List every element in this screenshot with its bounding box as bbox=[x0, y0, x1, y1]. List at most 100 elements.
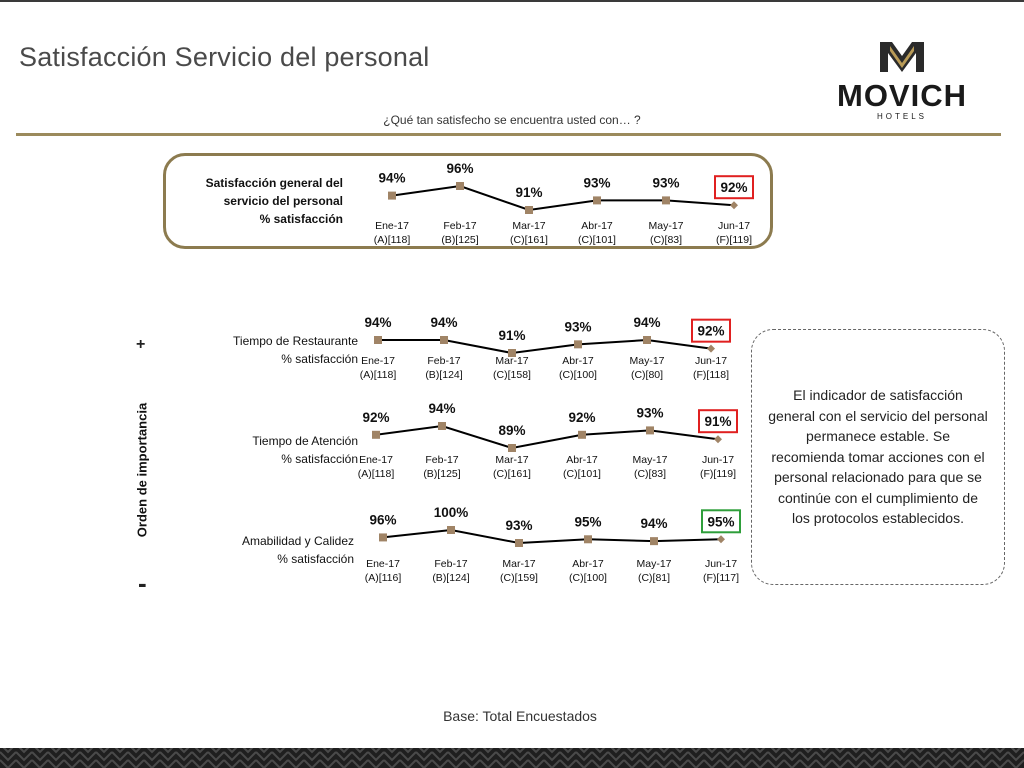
x-tick-base: (F)[117] bbox=[703, 572, 739, 584]
x-tick-base: (C)[83] bbox=[650, 234, 682, 246]
x-tick-label: Mar-17 bbox=[495, 454, 528, 466]
data-point-marker bbox=[456, 182, 464, 190]
series-line bbox=[375, 424, 719, 450]
x-tick-label: Abr-17 bbox=[581, 220, 613, 232]
x-tick-base: (C)[161] bbox=[493, 468, 531, 480]
data-point-marker bbox=[515, 539, 523, 547]
value-label: 92% bbox=[568, 410, 595, 425]
value-label: 94% bbox=[430, 315, 457, 330]
x-tick-base: (F)[119] bbox=[716, 234, 752, 246]
x-tick-base: (C)[158] bbox=[493, 369, 531, 381]
value-label: 89% bbox=[498, 423, 525, 438]
base-note: Base: Total Encuestados bbox=[443, 708, 597, 724]
data-point-marker bbox=[662, 196, 670, 205]
data-point-marker bbox=[707, 344, 715, 353]
value-label: 94% bbox=[378, 171, 405, 186]
note-box: El indicador de satisfacción general con… bbox=[751, 329, 1005, 585]
value-label: 94% bbox=[428, 401, 455, 416]
note-text: El indicador de satisfacción general con… bbox=[768, 387, 988, 527]
x-tick-label: Mar-17 bbox=[495, 355, 528, 367]
row-label-line: Satisfacción general del bbox=[205, 176, 343, 190]
x-tick-base: (A)[118] bbox=[374, 234, 411, 246]
row-label-line: % satisfacción bbox=[277, 552, 354, 566]
value-label: 91% bbox=[515, 185, 542, 200]
x-tick-base: (A)[118] bbox=[358, 468, 395, 480]
row-label-general: Satisfacción general del servicio del pe… bbox=[173, 174, 343, 228]
value-label: 96% bbox=[369, 512, 396, 527]
row-label-line: servicio del personal bbox=[223, 194, 343, 208]
value-label: 93% bbox=[652, 175, 679, 190]
highlight-box bbox=[714, 175, 754, 200]
x-tick-base: (F)[119] bbox=[700, 468, 736, 480]
x-tick-base: (C)[100] bbox=[569, 572, 607, 584]
x-tick-label: May-17 bbox=[636, 558, 671, 570]
x-tick-base: (B)[124] bbox=[432, 572, 469, 584]
header-divider bbox=[16, 133, 1001, 136]
data-point-marker bbox=[508, 444, 516, 452]
x-tick-label: Ene-17 bbox=[375, 220, 409, 232]
value-label: 91% bbox=[704, 414, 731, 429]
axis-minus-sign: - bbox=[138, 568, 147, 598]
value-label: 91% bbox=[498, 328, 525, 343]
x-tick-base: (C)[81] bbox=[638, 572, 670, 584]
x-tick-label: Ene-17 bbox=[359, 454, 393, 466]
row-label-line: Amabilidad y Calidez bbox=[241, 534, 354, 548]
series-line bbox=[382, 528, 722, 545]
x-tick-base: (C)[101] bbox=[563, 468, 601, 480]
value-label: 94% bbox=[640, 516, 667, 531]
bottom-pattern-band bbox=[0, 748, 1024, 768]
highlight-box bbox=[698, 409, 738, 434]
data-point-marker bbox=[593, 196, 601, 205]
value-label: 93% bbox=[636, 405, 663, 420]
x-tick-base: (A)[116] bbox=[365, 572, 402, 584]
data-point-marker bbox=[379, 533, 387, 542]
row-label-line: % satisfacción bbox=[259, 212, 343, 226]
value-label: 94% bbox=[364, 315, 391, 330]
row-label-amabilidad: Amabilidad y Calidez % satisfacción bbox=[198, 532, 354, 568]
x-tick-base: (C)[80] bbox=[631, 369, 663, 381]
x-tick-label: Mar-17 bbox=[512, 220, 545, 232]
x-tick-base: (C)[159] bbox=[500, 572, 538, 584]
row-label-line: % satisfacción bbox=[281, 452, 358, 466]
x-tick-label: Feb-17 bbox=[427, 355, 460, 367]
data-point-marker bbox=[574, 340, 582, 349]
x-tick-label: Jun-17 bbox=[695, 355, 727, 367]
value-label: 95% bbox=[707, 514, 734, 529]
x-tick-base: (F)[118] bbox=[693, 369, 729, 381]
x-tick-label: Mar-17 bbox=[502, 558, 535, 570]
data-point-marker bbox=[650, 537, 658, 546]
page-title: Satisfacción Servicio del personal bbox=[19, 42, 430, 72]
series-line bbox=[391, 184, 735, 212]
logo-emblem bbox=[880, 42, 924, 72]
x-tick-base: (B)[125] bbox=[423, 468, 460, 480]
data-point-marker bbox=[388, 191, 396, 200]
x-tick-label: Feb-17 bbox=[425, 454, 458, 466]
value-label: 93% bbox=[564, 319, 591, 334]
x-tick-base: (B)[125] bbox=[441, 234, 478, 246]
data-point-marker bbox=[643, 336, 651, 344]
x-tick-label: Feb-17 bbox=[434, 558, 467, 570]
x-tick-base: (B)[124] bbox=[425, 369, 462, 381]
value-label: 93% bbox=[583, 175, 610, 190]
x-tick-label: Abr-17 bbox=[562, 355, 594, 367]
row-label-line: Tiempo de Restaurante bbox=[233, 334, 358, 348]
value-label: 92% bbox=[362, 410, 389, 425]
x-tick-base: (A)[118] bbox=[360, 369, 397, 381]
survey-question: ¿Qué tan satisfecho se encuentra usted c… bbox=[383, 113, 641, 127]
data-point-marker bbox=[717, 535, 725, 544]
x-tick-label: Feb-17 bbox=[443, 220, 476, 232]
row-label-line: Tiempo de Atención bbox=[252, 434, 358, 448]
x-tick-label: Jun-17 bbox=[718, 220, 750, 232]
data-point-marker bbox=[374, 336, 382, 344]
x-tick-label: May-17 bbox=[648, 220, 683, 232]
row-label-restaurante: Tiempo de Restaurante % satisfacción bbox=[198, 332, 358, 368]
highlight-box bbox=[691, 318, 731, 343]
value-label: 100% bbox=[434, 505, 469, 520]
data-point-marker bbox=[730, 201, 738, 210]
value-label: 93% bbox=[505, 518, 532, 533]
x-tick-label: May-17 bbox=[632, 454, 667, 466]
data-point-marker bbox=[646, 426, 654, 435]
data-point-marker bbox=[508, 349, 516, 357]
value-label: 94% bbox=[633, 315, 660, 330]
